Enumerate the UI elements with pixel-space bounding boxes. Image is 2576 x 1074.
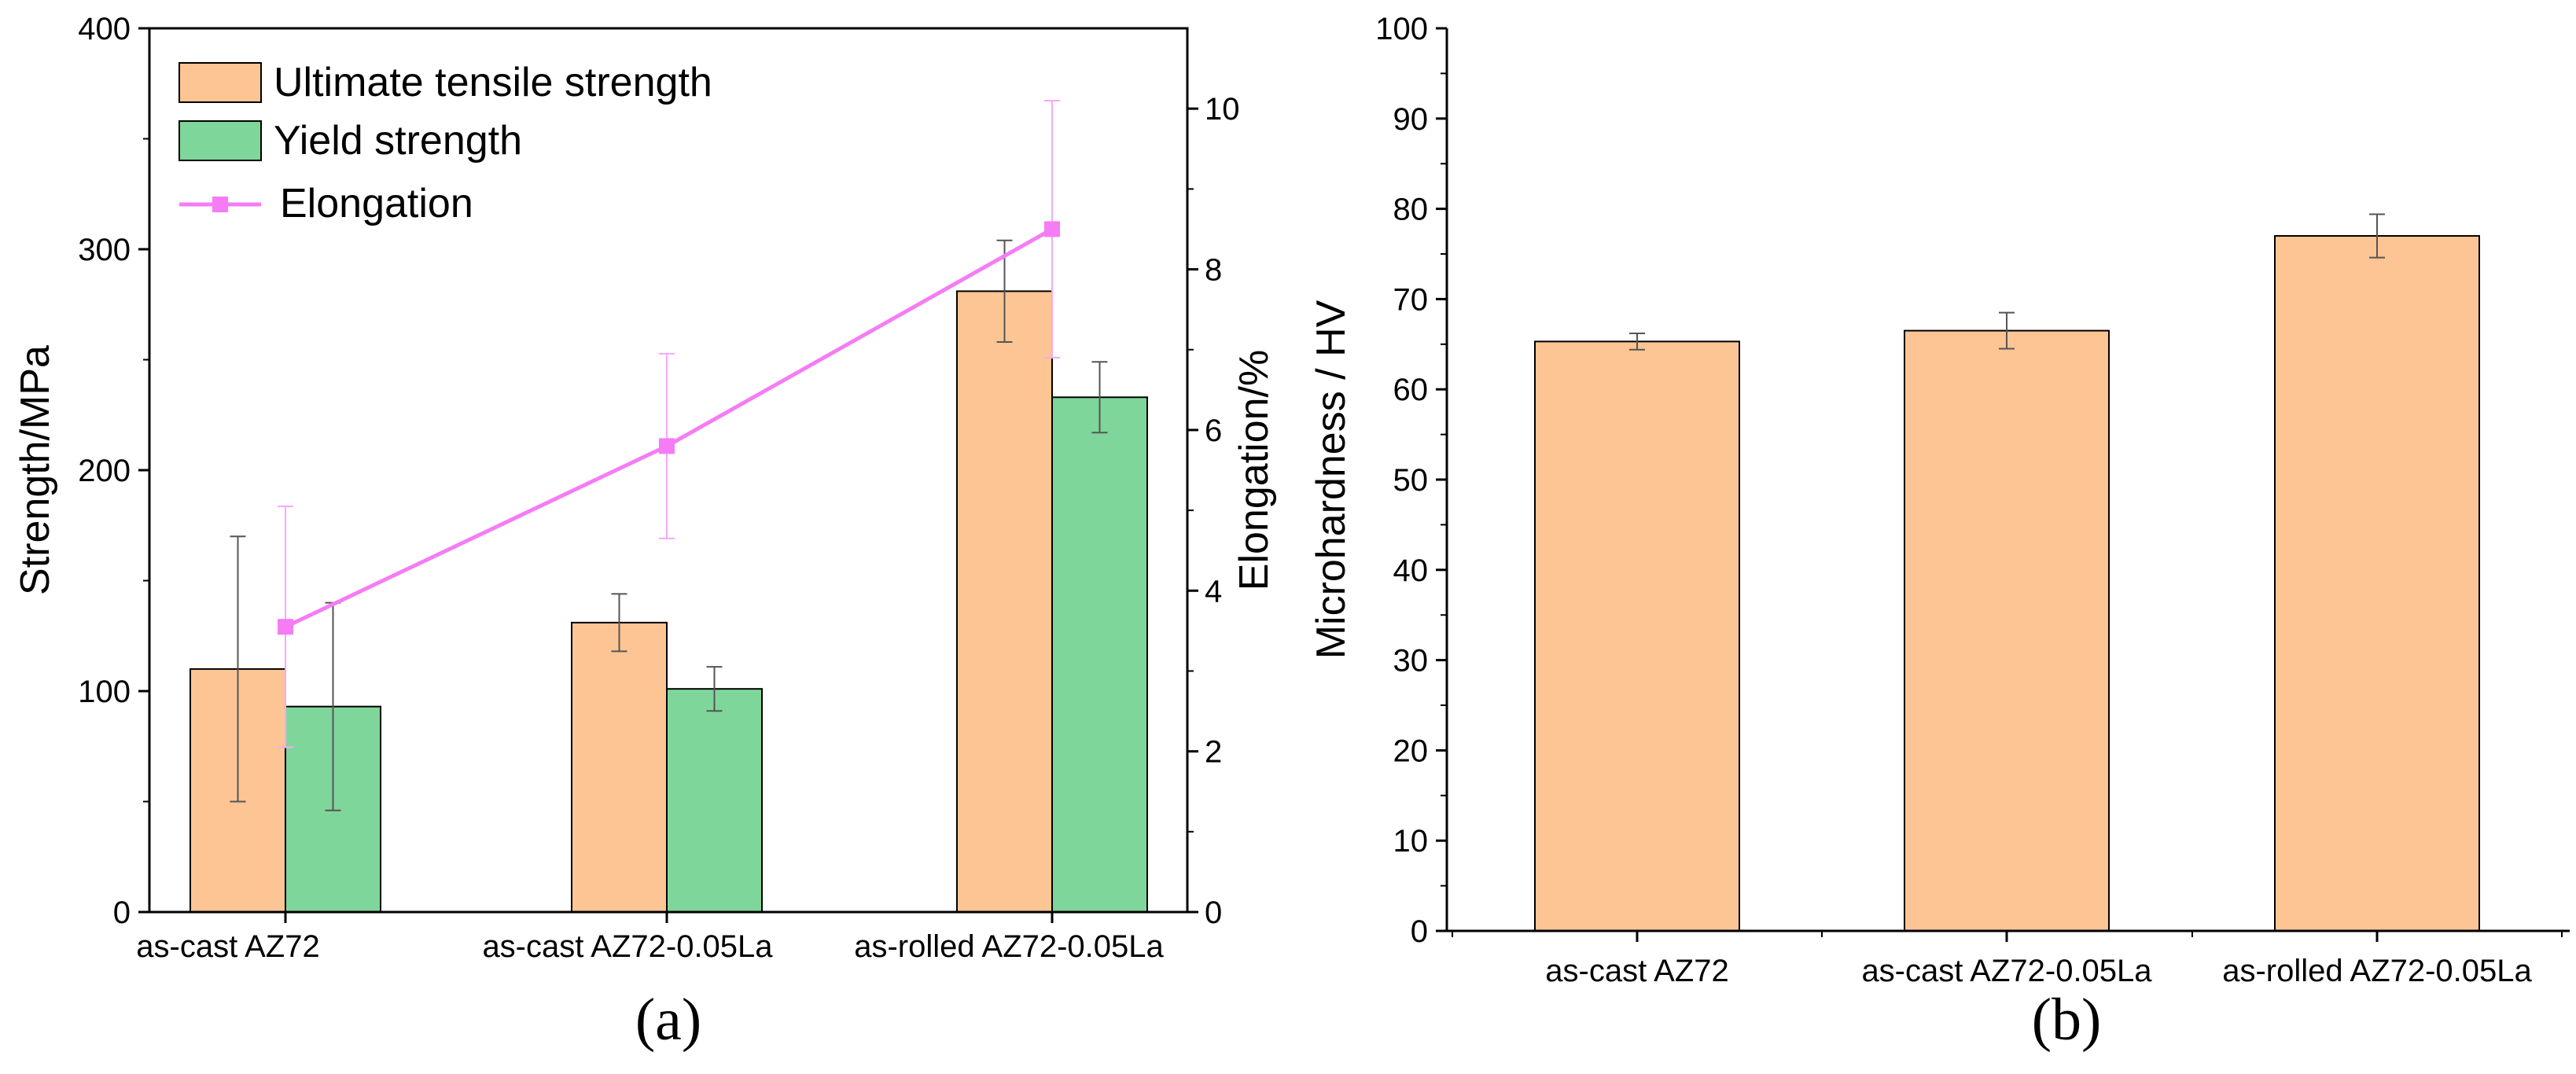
y-tick-label: 10	[1393, 824, 1429, 859]
y-tick-label: 20	[1393, 734, 1429, 768]
y2-tick-label: 6	[1205, 414, 1222, 448]
legend-swatch-uts	[178, 62, 262, 103]
legend-label-ys: Yield strength	[274, 118, 522, 164]
y2-tick-label: 8	[1205, 253, 1222, 288]
panel-a-x-tick-label: as-cast AZ72-0.05La	[482, 929, 773, 964]
y-tick-label: 30	[1393, 644, 1429, 679]
legend-label-elongation: Elongation	[280, 181, 473, 226]
y-tick-label: 50	[1393, 463, 1429, 498]
panel-b-y-axis-label: Microhardness / HV	[1308, 300, 1354, 659]
y2-tick-label: 4	[1205, 574, 1222, 609]
panel-b-x-tick-label: as-cast AZ72	[1545, 954, 1728, 988]
uts-bar	[571, 621, 668, 913]
panel-a-x-axis-ticks	[284, 912, 1054, 923]
y2-tick-label: 2	[1205, 735, 1222, 770]
panel-a-y2-axis-label: Elongation/%	[1231, 350, 1277, 590]
panel-b-caption: (b)	[2032, 987, 2102, 1053]
elongation-point	[1044, 221, 1060, 237]
panel-b-x-tick-label: as-rolled AZ72-0.05La	[2222, 954, 2532, 988]
panel-a-chart: 0 100 200 300 400 0 2 4 6 8 10 as-cast AZ72 as-ca…	[13, 12, 1277, 1053]
microhardness-bar	[1904, 329, 2110, 932]
panel-b-x-tick-label: as-cast AZ72-0.05La	[1861, 954, 2152, 988]
panel-a-caption: (a)	[635, 987, 701, 1053]
ys-bar	[666, 688, 763, 913]
y-tick-label: 90	[1393, 102, 1429, 137]
y-tick-label: 400	[78, 12, 131, 46]
y2-tick-label: 0	[1205, 896, 1222, 930]
panel-a-right-axis-ticks: 0 2 4 6 8 10	[1187, 92, 1240, 930]
panel-b-bars	[1534, 213, 2480, 932]
legend-label-uts: Ultimate tensile strength	[274, 60, 712, 105]
ys-bar	[1051, 396, 1148, 913]
y-tick-label: 100	[78, 675, 131, 709]
elongation-point	[278, 619, 293, 635]
y-tick-label: 100	[1375, 12, 1428, 46]
microhardness-bar	[2274, 235, 2480, 932]
panel-a-left-axis-ticks: 0 100 200 300 400	[78, 12, 149, 930]
y-tick-label: 40	[1393, 554, 1429, 588]
panel-a-elongation-line	[278, 99, 1060, 748]
legend-swatch-ys	[178, 120, 262, 161]
panel-b-x-axis-ticks	[1452, 931, 2563, 942]
microhardness-bar	[1534, 340, 1740, 932]
y-tick-label: 200	[78, 454, 131, 488]
panel-b-y-axis-ticks: 0 10 20 30 40 50 60 70 80 90 100	[1375, 12, 1447, 949]
panel-a-bars	[190, 239, 1148, 914]
elongation-point	[659, 438, 675, 454]
y-tick-label: 60	[1393, 373, 1429, 407]
panel-a-x-tick-label: as-cast AZ72	[136, 929, 319, 964]
uts-bar	[956, 290, 1053, 913]
panel-a-legend: Ultimate tensile strength Yield strength…	[178, 60, 712, 226]
y-tick-label: 300	[78, 233, 131, 267]
panel-a-x-tick-label: as-rolled AZ72-0.05La	[854, 929, 1164, 964]
panel-b-chart: 0 10 20 30 40 50 60 70 80 90 100 as-cast AZ72 as-c…	[1308, 12, 2570, 1053]
y-tick-label: 0	[1411, 914, 1428, 949]
y-tick-label: 0	[113, 896, 131, 930]
panel-a-y-axis-label: Strength/MPa	[13, 345, 58, 595]
y-tick-label: 80	[1393, 193, 1429, 227]
legend-marker-elongation	[212, 197, 228, 212]
elongation-line	[284, 227, 1054, 629]
y2-tick-label: 10	[1205, 92, 1240, 127]
y-tick-label: 70	[1393, 282, 1429, 317]
